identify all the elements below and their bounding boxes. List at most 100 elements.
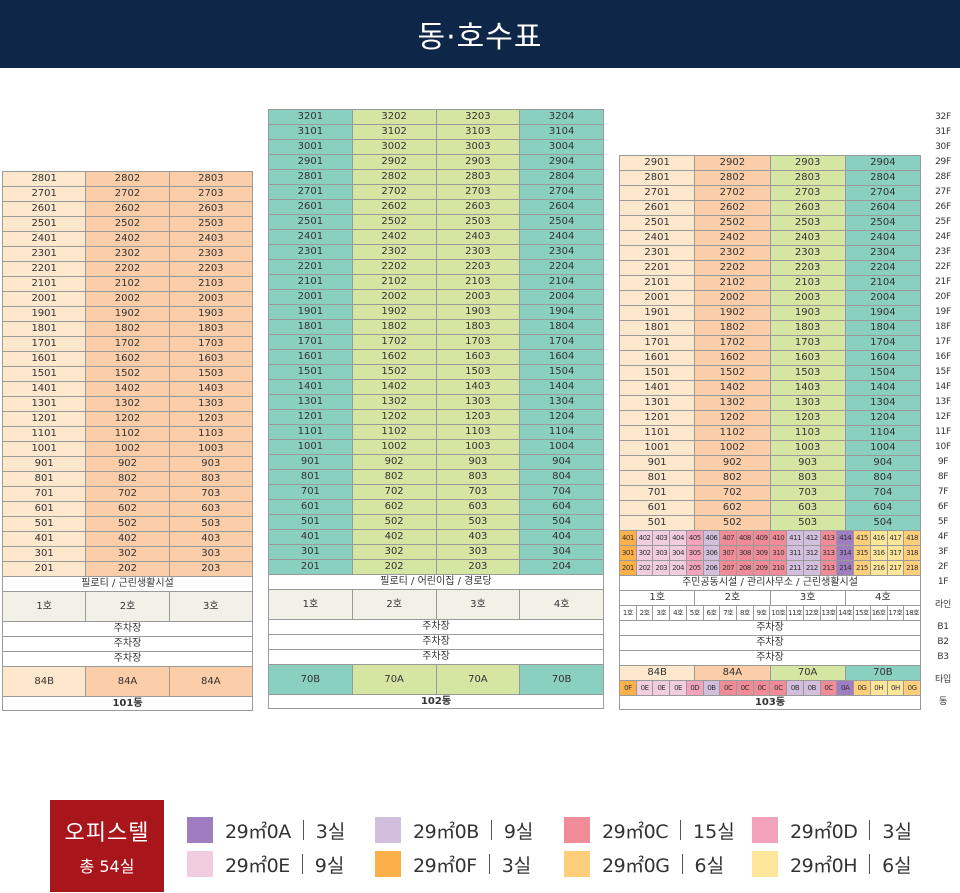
unit-cell: 2101	[619, 276, 695, 290]
unit-cell: 1603	[769, 351, 845, 365]
unit-cell: 3104	[519, 125, 604, 139]
floor-label: 25F	[935, 217, 951, 227]
legend-divider	[681, 854, 683, 874]
floor-row-9: 901 902 903	[2, 456, 253, 471]
unit-cell: 2703	[168, 187, 253, 201]
unit-cell: 1301	[2, 397, 86, 411]
unit-cell: 1702	[694, 336, 770, 350]
unit-cell: 1403	[435, 380, 520, 394]
unit-cell: 2403	[435, 230, 520, 244]
unit-cell: 1201	[2, 412, 86, 426]
unit-cell: 2401	[268, 230, 352, 244]
floor-row-21: 2101 2102 2103 2104	[268, 274, 604, 289]
floor-row-8: 801 802 803 804	[268, 469, 604, 484]
floor-row-17: 1701 1702 1703	[2, 336, 253, 351]
unit-cell: 1701	[268, 335, 352, 349]
floor-label: 17F	[935, 337, 951, 347]
legend-name: 29㎡0A	[225, 820, 291, 843]
unit-cell: 2803	[769, 171, 845, 185]
subtype-label: 0H	[886, 681, 904, 695]
row-label: 101동	[2, 697, 253, 710]
unit-cell: 2302	[85, 247, 169, 261]
unit-cell: 403	[168, 532, 253, 546]
unit-cell: 2703	[435, 185, 520, 199]
line-row: 1호 2호 3호	[2, 591, 253, 621]
officetel-cell: 210	[769, 561, 787, 575]
unit-cell: 2304	[519, 245, 604, 259]
unit-cell: 503	[168, 517, 253, 531]
type-label: 70B	[268, 665, 352, 694]
unit-cell: 803	[435, 470, 520, 484]
unit-cell: 2301	[2, 247, 86, 261]
floor-row-10: 1001 1002 1003 1004	[619, 440, 921, 455]
unit-cell: 902	[85, 457, 169, 471]
floor-row-11: 1101 1102 1103 1104	[619, 425, 921, 440]
unit-cell: 2002	[85, 292, 169, 306]
officetel-cell: 305	[685, 546, 703, 560]
unit-cell: 2201	[619, 261, 695, 275]
unit-cell: 604	[519, 500, 604, 514]
floor-row-6: 601 602 603 604	[619, 500, 921, 515]
officetel-cell: 204	[669, 561, 686, 575]
floor-row-17: 1701 1702 1703 1704	[268, 334, 604, 349]
legend-divider	[680, 820, 682, 840]
floor-row-27: 2701 2702 2703 2704	[268, 184, 604, 199]
unit-cell: 1204	[844, 411, 921, 425]
floor-row-20: 2001 2002 2003	[2, 291, 253, 306]
unit-cell: 2401	[619, 231, 695, 245]
floor-row-15: 1501 1502 1503 1504	[268, 364, 604, 379]
subtype-label: 0C	[736, 681, 753, 695]
floor-row-25: 2501 2502 2503 2504	[268, 214, 604, 229]
officetel-cell: 307	[719, 546, 737, 560]
legend-divider	[301, 854, 303, 874]
unit-cell: 2702	[85, 187, 169, 201]
unit-cell: 2102	[85, 277, 169, 291]
subtype-label: 0F	[619, 681, 636, 695]
unit-cell: 2701	[2, 187, 86, 201]
floor-row-20: 2001 2002 2003 2004	[619, 290, 921, 305]
subtype-label: 0B	[786, 681, 803, 695]
floor-row-4: 401 402 403	[2, 531, 253, 546]
unit-cell: 2804	[844, 171, 921, 185]
unit-cell: 301	[268, 545, 352, 559]
unit-cell: 1504	[844, 366, 921, 380]
unit-cell: 2602	[694, 201, 770, 215]
unit-cell: 3004	[519, 140, 604, 154]
unit-cell: 2804	[519, 170, 604, 184]
unit-cell: 703	[435, 485, 520, 499]
floor-row-7: 701 702 703 704	[268, 484, 604, 499]
unit-cell: 2602	[351, 200, 436, 214]
unit-cell: 901	[268, 455, 352, 469]
subline-label: 12호	[802, 606, 820, 620]
unit-cell: 501	[268, 515, 352, 529]
floor-label: 6F	[937, 502, 949, 512]
officetel-cell: 315	[853, 546, 870, 560]
unit-cell: 1702	[85, 337, 169, 351]
unit-cell: 2403	[168, 232, 253, 246]
floor-label: 31F	[935, 127, 951, 137]
floor-label: 8F	[937, 472, 949, 482]
unit-cell: 1202	[85, 412, 169, 426]
floor-row-31: 3101 3102 3103 3104	[268, 124, 604, 139]
unit-cell: 1602	[694, 351, 770, 365]
subline-label: 16호	[869, 606, 887, 620]
unit-cell: 502	[351, 515, 436, 529]
floor-row-8: 801 802 803 804	[619, 470, 921, 485]
subtype-label: 0E	[669, 681, 686, 695]
floor-row-14: 1401 1402 1403	[2, 381, 253, 396]
unit-cell: 2601	[268, 200, 352, 214]
officetel-cell: 313	[819, 546, 837, 560]
row-label: 주차장	[619, 621, 921, 635]
officetel-cell: 316	[869, 546, 887, 560]
legend-divider	[488, 854, 490, 874]
podium-row: 주민공동시설 / 관리사무소 / 근린생활시설	[619, 575, 921, 590]
floor-row-16: 1601 1602 1603	[2, 351, 253, 366]
subline-label: 9호	[752, 606, 770, 620]
unit-cell: 2003	[769, 291, 845, 305]
floor-row-22: 2201 2202 2203 2204	[619, 260, 921, 275]
unit-cell: 2501	[268, 215, 352, 229]
floor-row-10: 1001 1002 1003 1004	[268, 439, 604, 454]
unit-cell: 701	[2, 487, 86, 501]
legend-divider	[490, 820, 492, 840]
unit-cell: 1601	[268, 350, 352, 364]
